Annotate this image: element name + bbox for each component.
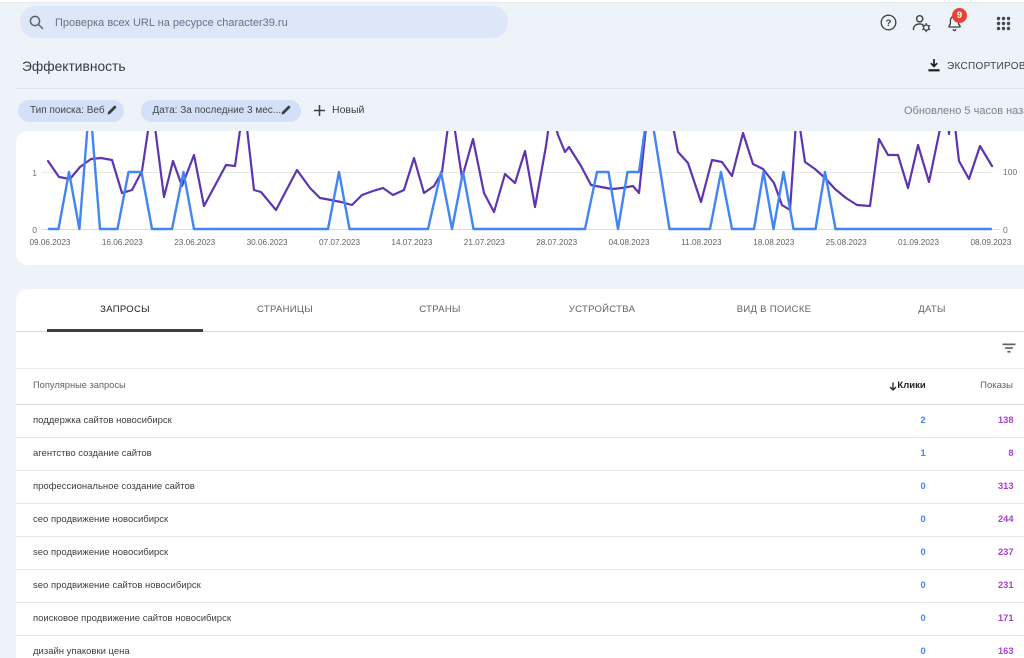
- svg-text:?: ?: [886, 18, 892, 29]
